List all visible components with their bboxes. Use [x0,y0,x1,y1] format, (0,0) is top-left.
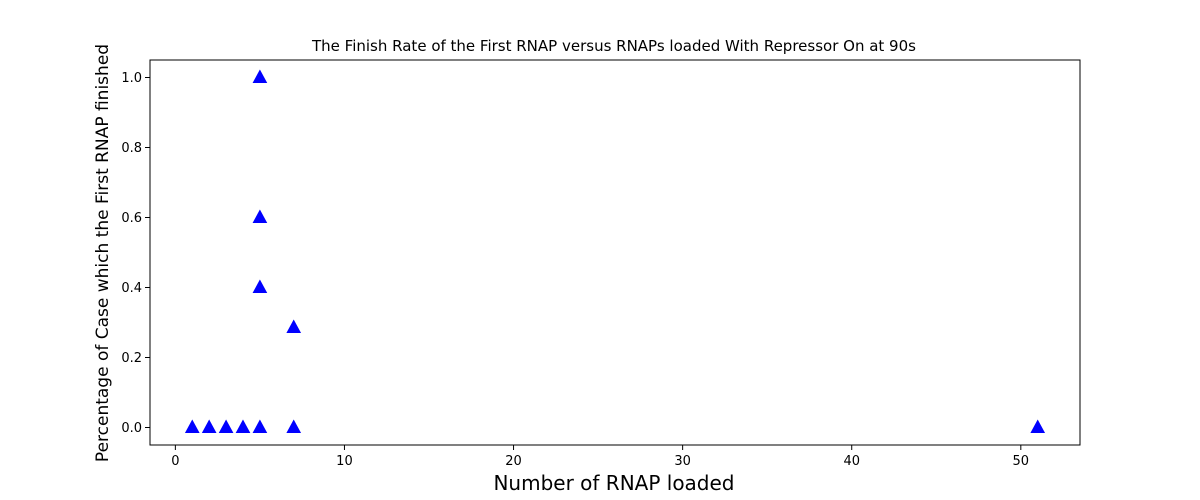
data-point [252,209,268,223]
plot-area: 0 10 20 30 40 50 0.0 0.2 0.4 0.6 0.8 1.0 [121,59,1081,469]
x-axis-label: Number of RNAP loaded [493,471,734,495]
data-point [252,279,268,293]
y-tick-label: 0.0 [121,421,142,436]
x-tick-label: 50 [1013,454,1030,469]
x-tick-label: 10 [336,454,353,469]
y-tick-label: 0.4 [121,281,142,296]
data-point [201,419,217,433]
x-tick-label: 40 [843,454,860,469]
y-axis-label: Percentage of Case which the First RNAP … [93,44,113,462]
x-tick-label: 0 [171,454,179,469]
data-point [218,419,234,433]
data-point [286,319,302,334]
x-tick-label: 30 [674,454,691,469]
chart-title: The Finish Rate of the First RNAP versus… [311,37,916,55]
plot-frame [149,59,1081,446]
data-point [1030,419,1046,433]
y-tick-label: 0.2 [121,351,142,366]
data-point [184,419,200,433]
data-point [235,419,251,433]
data-point [252,69,268,83]
y-tick-label: 0.6 [121,211,142,226]
x-tick-label: 20 [505,454,522,469]
y-tick-label: 1.0 [121,71,142,86]
y-tick-label: 0.8 [121,141,142,156]
data-point [252,419,268,433]
data-point [286,419,302,433]
